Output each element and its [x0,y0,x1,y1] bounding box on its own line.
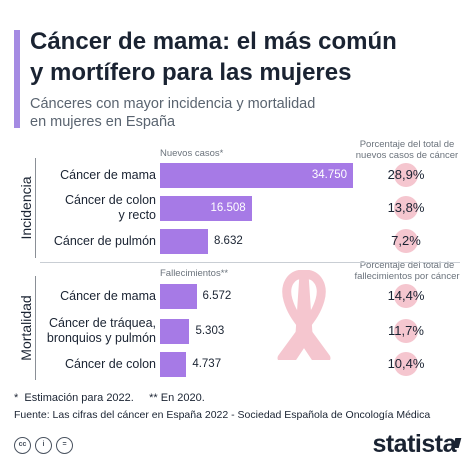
awareness-ribbon-icon [277,270,331,360]
row-label: Cáncer de mama [60,288,156,303]
equals-icon[interactable]: = [56,437,73,454]
brand-logo[interactable]: statista [372,430,456,458]
row-label: Cáncer de tráquea, bronquios y pulmón [46,316,156,345]
cc-icon[interactable]: cc [14,437,31,454]
bar [160,318,190,344]
attribution-icon[interactable]: i [35,437,52,454]
section-label-incidencia: Incidencia [18,176,34,240]
value-header-incidencia: Nuevos casos* [160,148,224,159]
pct-value: 10,4% [387,356,425,371]
pct-circle-icon [394,196,418,220]
section-divider [40,262,460,263]
chart-subtitle: Cánceres con mayor incidencia y mortalid… [30,96,316,130]
bar-value-label: 4.737 [192,357,222,370]
bar [160,195,252,221]
bar [160,283,197,309]
pct-circle-icon [394,163,418,187]
pct-value: 28,9% [387,167,425,182]
pct-circle-icon [394,352,418,376]
row-label: Cáncer de colon [64,356,156,371]
pct-circle-icon [394,284,418,308]
brand-mark-icon [452,438,462,448]
pct-value: 11,7% [388,323,424,338]
pct-header-incidencia: Porcentaje del total de nuevos casos de … [355,139,459,161]
row-label: Cáncer de colon y recto [64,193,156,222]
bar-value-label: 34.750 [311,168,348,181]
chart-title: Cáncer de mama: el más común y mortífero… [30,28,397,86]
pct-value: 14,4% [387,288,425,303]
title-accent-bar [14,30,20,128]
bar-value-label: 16.508 [210,201,246,214]
bar [160,351,187,377]
pct-value: 13,8% [387,200,425,215]
bar-value-label: 6.572 [202,289,232,302]
bar-value-label: 8.632 [213,234,243,247]
pct-value: 7,2% [391,233,421,248]
row-label: Cáncer de pulmón [53,233,156,248]
section-label-mortalidad: Mortalidad [18,295,34,361]
incidencia-divider [35,158,36,258]
value-header-mortalidad: Fallecimientos** [160,268,229,279]
pct-header-mortalidad: Porcentaje del total de fallecimientos p… [354,260,460,282]
footnote-source: Fuente: Las cifras del cáncer en España … [14,409,431,421]
pct-circle-icon [394,319,418,343]
pct-circle-icon [394,229,418,253]
bar [160,228,208,254]
license-icons: cc i = [14,437,73,454]
row-label: Cáncer de mama [60,167,156,182]
bar [160,162,354,188]
bar-value-label: 5.303 [195,324,225,337]
footnote-estimates: * Estimación para 2022. ** En 2020. [14,392,205,404]
mortalidad-divider [35,276,36,380]
